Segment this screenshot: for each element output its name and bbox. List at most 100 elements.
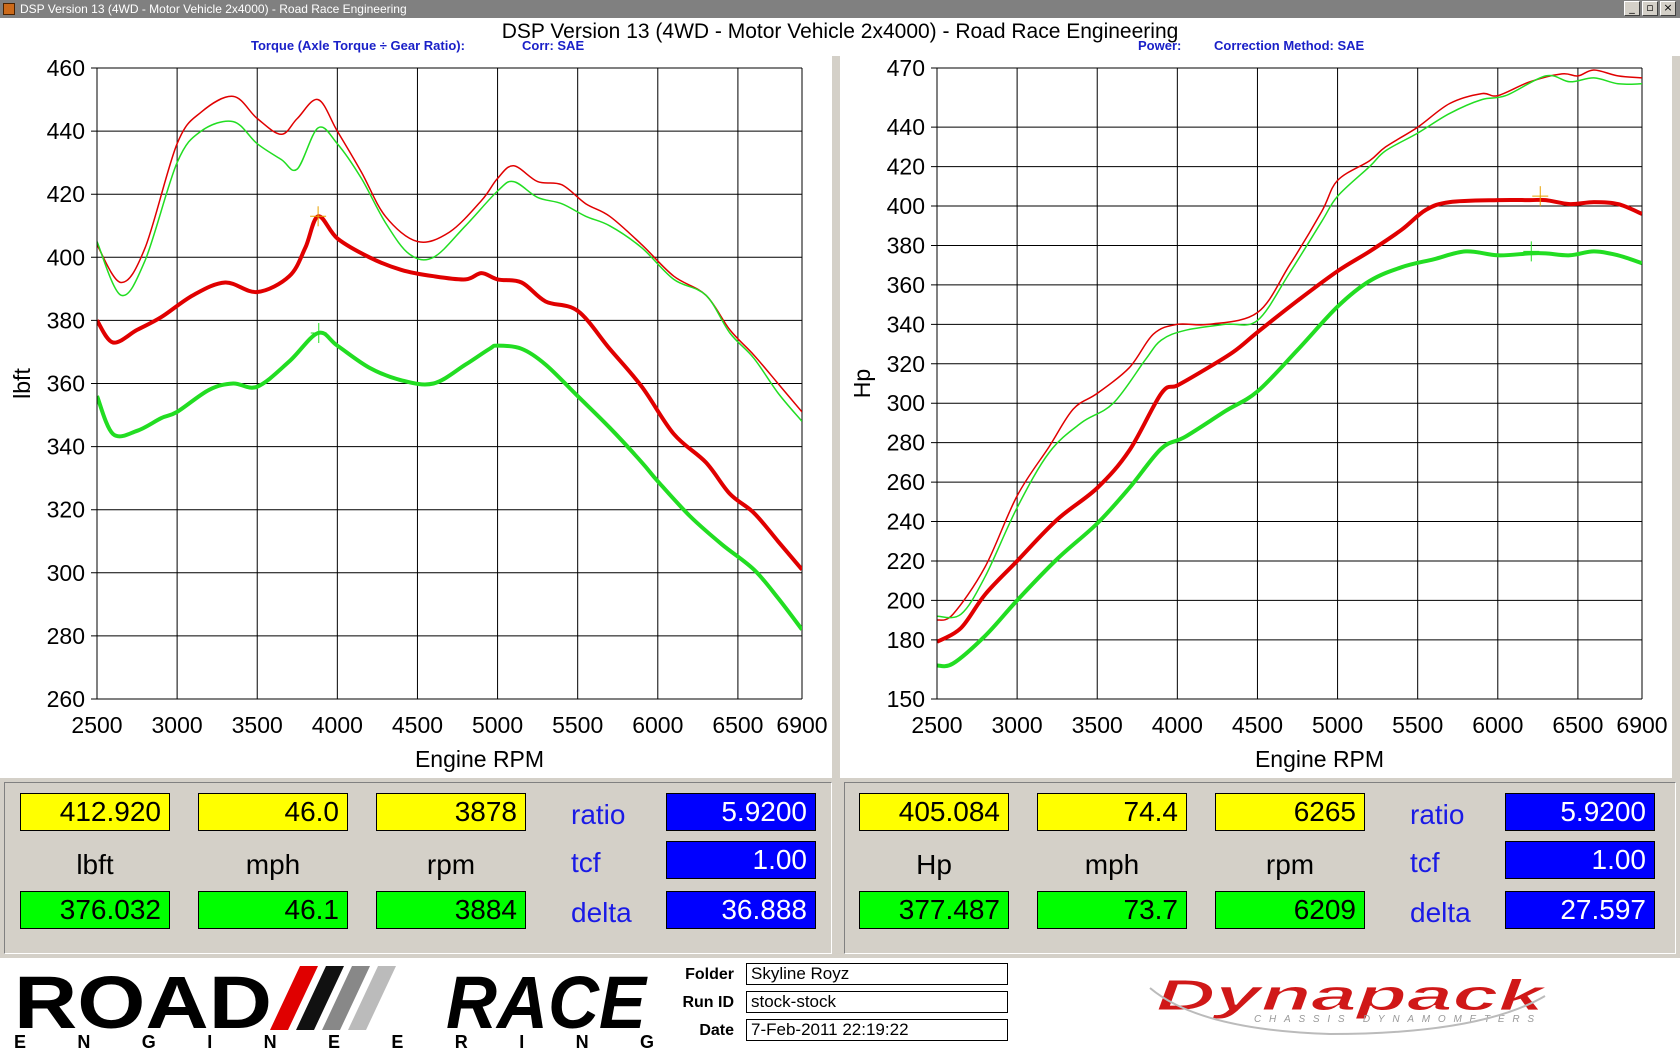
y-tick-label: 280: [47, 623, 85, 649]
logo-road-text: ROAD: [14, 961, 272, 1044]
y-tick-label: 280: [887, 430, 925, 456]
app-icon: [3, 3, 15, 15]
logo-stripe-1: [270, 966, 318, 1030]
x-tick-label: 6500: [1552, 712, 1603, 738]
power-bottom-speed: 73.7: [1037, 891, 1187, 929]
y-tick-label: 260: [47, 686, 85, 712]
power-readout-panel: 405.084 74.4 6265 ratio 5.9200 Hp mph rp…: [844, 782, 1676, 954]
cursor-marker-1: [1523, 241, 1540, 262]
torque-top-speed: 46.0: [198, 793, 348, 831]
x-axis-label: Engine RPM: [415, 746, 544, 772]
close-button[interactable]: ×: [1660, 1, 1676, 16]
road-race-logo: ROAD RACE E N G I N E E R I N G: [14, 961, 654, 1050]
report-title: DSP Version 13 (4WD - Motor Vehicle 2x40…: [501, 20, 1179, 43]
y-tick-label: 240: [887, 509, 925, 535]
power-tcf-value: 1.00: [1505, 841, 1655, 879]
panel-divider[interactable]: [834, 56, 840, 778]
torque-readout-panel: 412.920 46.0 3878 ratio 5.9200 lbft mph …: [4, 782, 832, 954]
x-tick-label: 3500: [1072, 712, 1123, 738]
torque-speed-unit: mph: [245, 849, 301, 880]
logo-race-text: RACE: [446, 961, 649, 1044]
minimize-button[interactable]: _: [1624, 1, 1640, 16]
series-line-1: [937, 74, 1642, 619]
x-tick-label: 5000: [472, 712, 523, 738]
window-title: DSP Version 13 (4WD - Motor Vehicle 2x40…: [20, 2, 407, 16]
folder-label: Folder: [685, 966, 734, 983]
torque-correction: Corr: SAE: [522, 38, 585, 53]
x-tick-label: 2500: [71, 712, 122, 738]
x-tick-label: 4500: [392, 712, 443, 738]
logo-stripe-3: [322, 966, 370, 1030]
torque-delta-value: 36.888: [666, 891, 816, 929]
torque-bottom-speed: 46.1: [198, 891, 348, 929]
y-tick-label: 440: [887, 114, 925, 140]
torque-chart-panel[interactable]: 2500 3000 3500 4000 4500 5000 5500 6000 6500 6900…: [0, 56, 832, 778]
dynapack-logo: Dynapack CHASSIS DYNAMOMETERS: [1149, 971, 1549, 1036]
x-tick-label: 6000: [1472, 712, 1523, 738]
x-tick-label: 5500: [552, 712, 603, 738]
power-unit-label: Hp: [916, 849, 952, 880]
x-tick-label: 4000: [1152, 712, 1203, 738]
logo-stripe-4: [348, 966, 396, 1030]
series-line-2: [937, 197, 1642, 644]
y-tick-label: 400: [887, 193, 925, 219]
torque-top-value: 412.920: [20, 793, 170, 831]
power-label: Power:: [1138, 38, 1182, 53]
series-line-1: [97, 120, 802, 422]
y-tick-label: 360: [47, 371, 85, 397]
y-tick-label: 460: [47, 56, 85, 81]
y-tick-label: 340: [47, 434, 85, 460]
y-tick-label: 320: [47, 497, 85, 523]
x-tick-label: 3500: [232, 712, 283, 738]
power-delta-label: delta: [1410, 897, 1471, 928]
series-line-3: [97, 330, 802, 631]
logo-stripe-2: [296, 966, 344, 1030]
folder-field[interactable]: Skyline Royz: [746, 963, 1008, 985]
torque-bottom-rpm: 3884: [376, 891, 526, 929]
cursor-marker-0: [1532, 186, 1549, 207]
restore-button[interactable]: ▫: [1642, 1, 1658, 16]
y-tick-label: 420: [887, 154, 925, 180]
x-tick-label: 3000: [992, 712, 1043, 738]
power-rpm-unit: rpm: [1265, 849, 1315, 880]
dynapack-subtext: CHASSIS DYNAMOMETERS: [1254, 1014, 1534, 1025]
x-tick-label: 2500: [911, 712, 962, 738]
y-tick-label: 300: [887, 390, 925, 416]
power-correction: Correction Method: SAE: [1214, 38, 1365, 53]
y-tick-label: 420: [47, 181, 85, 207]
torque-rpm-unit: rpm: [426, 849, 476, 880]
torque-ratio-value: 5.9200: [666, 793, 816, 831]
y-tick-label: 380: [47, 307, 85, 333]
power-ratio-label: ratio: [1410, 799, 1465, 830]
power-chart[interactable]: 2500 3000 3500 4000 4500 5000 5500 6000 6500 6900…: [840, 56, 1672, 778]
date-label: Date: [699, 1022, 734, 1039]
power-chart-panel[interactable]: 2500 3000 3500 4000 4500 5000 5500 6000 6500 6900…: [840, 56, 1672, 778]
power-top-rpm: 6265: [1215, 793, 1365, 831]
torque-chart[interactable]: 2500 3000 3500 4000 4500 5000 5500 6000 6500 6900…: [0, 56, 832, 778]
series-line-3: [937, 249, 1642, 669]
torque-delta-label: delta: [571, 897, 632, 928]
y-tick-label: 470: [887, 56, 925, 81]
x-tick-label: 4500: [1232, 712, 1283, 738]
power-top-speed: 74.4: [1037, 793, 1187, 831]
torque-bottom-value: 376.032: [20, 891, 170, 929]
power-delta-value: 27.597: [1505, 891, 1655, 929]
runid-label: Run ID: [682, 994, 734, 1011]
power-bottom-value: 377.487: [859, 891, 1009, 929]
series-line-0: [937, 69, 1642, 621]
y-tick-label: 260: [887, 469, 925, 495]
series-line-0: [97, 95, 802, 413]
y-axis-label: lbft: [9, 368, 35, 399]
power-tcf-label: tcf: [1410, 847, 1440, 878]
y-tick-label: 340: [887, 311, 925, 337]
report-header: DSP Version 13 (4WD - Motor Vehicle 2x40…: [0, 18, 1680, 56]
torque-label: Torque (Axle Torque ÷ Gear Ratio):: [251, 38, 465, 53]
dynapack-swoosh: [1149, 987, 1546, 1036]
y-axis-label: Hp: [849, 369, 875, 398]
footer: ROAD RACE E N G I N E E R I N G Dynapack…: [0, 958, 1680, 1050]
date-field[interactable]: 7-Feb-2011 22:19:22: [746, 1019, 1008, 1041]
y-tick-label: 440: [47, 118, 85, 144]
runid-field[interactable]: stock-stock: [746, 991, 1008, 1013]
y-tick-label: 220: [887, 548, 925, 574]
x-tick-label: 6500: [712, 712, 763, 738]
